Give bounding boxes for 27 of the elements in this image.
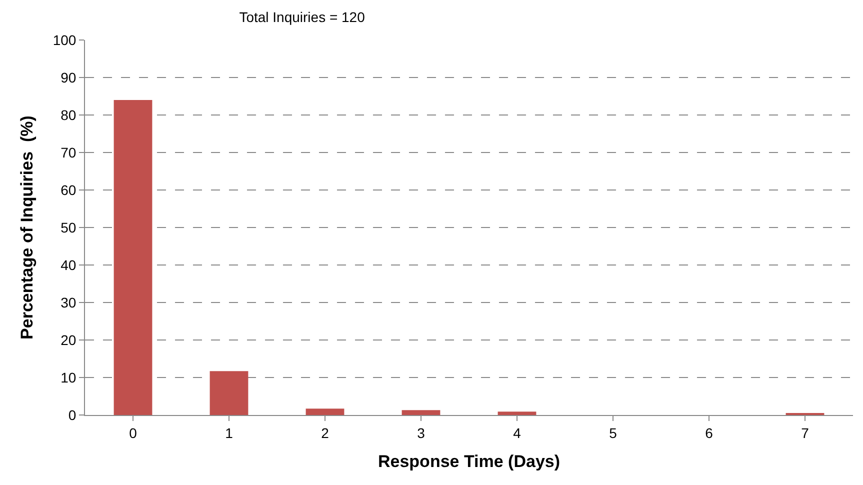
y-tick-label: 40 [60,256,76,273]
x-tick-label: 4 [513,424,522,441]
x-tick-label: 5 [609,424,618,441]
y-tick-label: 90 [60,69,76,86]
y-tick-label: 70 [60,144,76,160]
bar [402,410,440,415]
chart-title: Total Inquiries = 120 [239,8,366,25]
y-tick-label: 30 [60,294,76,310]
x-axis-title: Response Time (Days) [378,452,560,472]
y-tick-label: 100 [52,32,76,48]
x-tick-label: 0 [129,424,138,441]
y-axis-title: Percentage of Inquiries (%) [17,116,36,340]
y-tick-label: 60 [60,182,76,198]
x-tick-label: 3 [417,424,426,441]
x-tick-label: 1 [225,424,234,441]
bar [210,371,248,415]
bar [114,100,152,415]
x-tick-label: 6 [705,424,714,441]
y-tick-label: 50 [60,219,76,236]
x-tick-label: 7 [801,424,810,441]
bar [498,412,536,415]
y-tick-label: 20 [60,332,76,348]
x-tick-label: 2 [321,424,330,441]
y-tick-label: 80 [60,106,76,123]
y-tick-label: 10 [60,369,76,386]
y-tick-label: 0 [68,406,76,423]
bar [306,408,344,415]
